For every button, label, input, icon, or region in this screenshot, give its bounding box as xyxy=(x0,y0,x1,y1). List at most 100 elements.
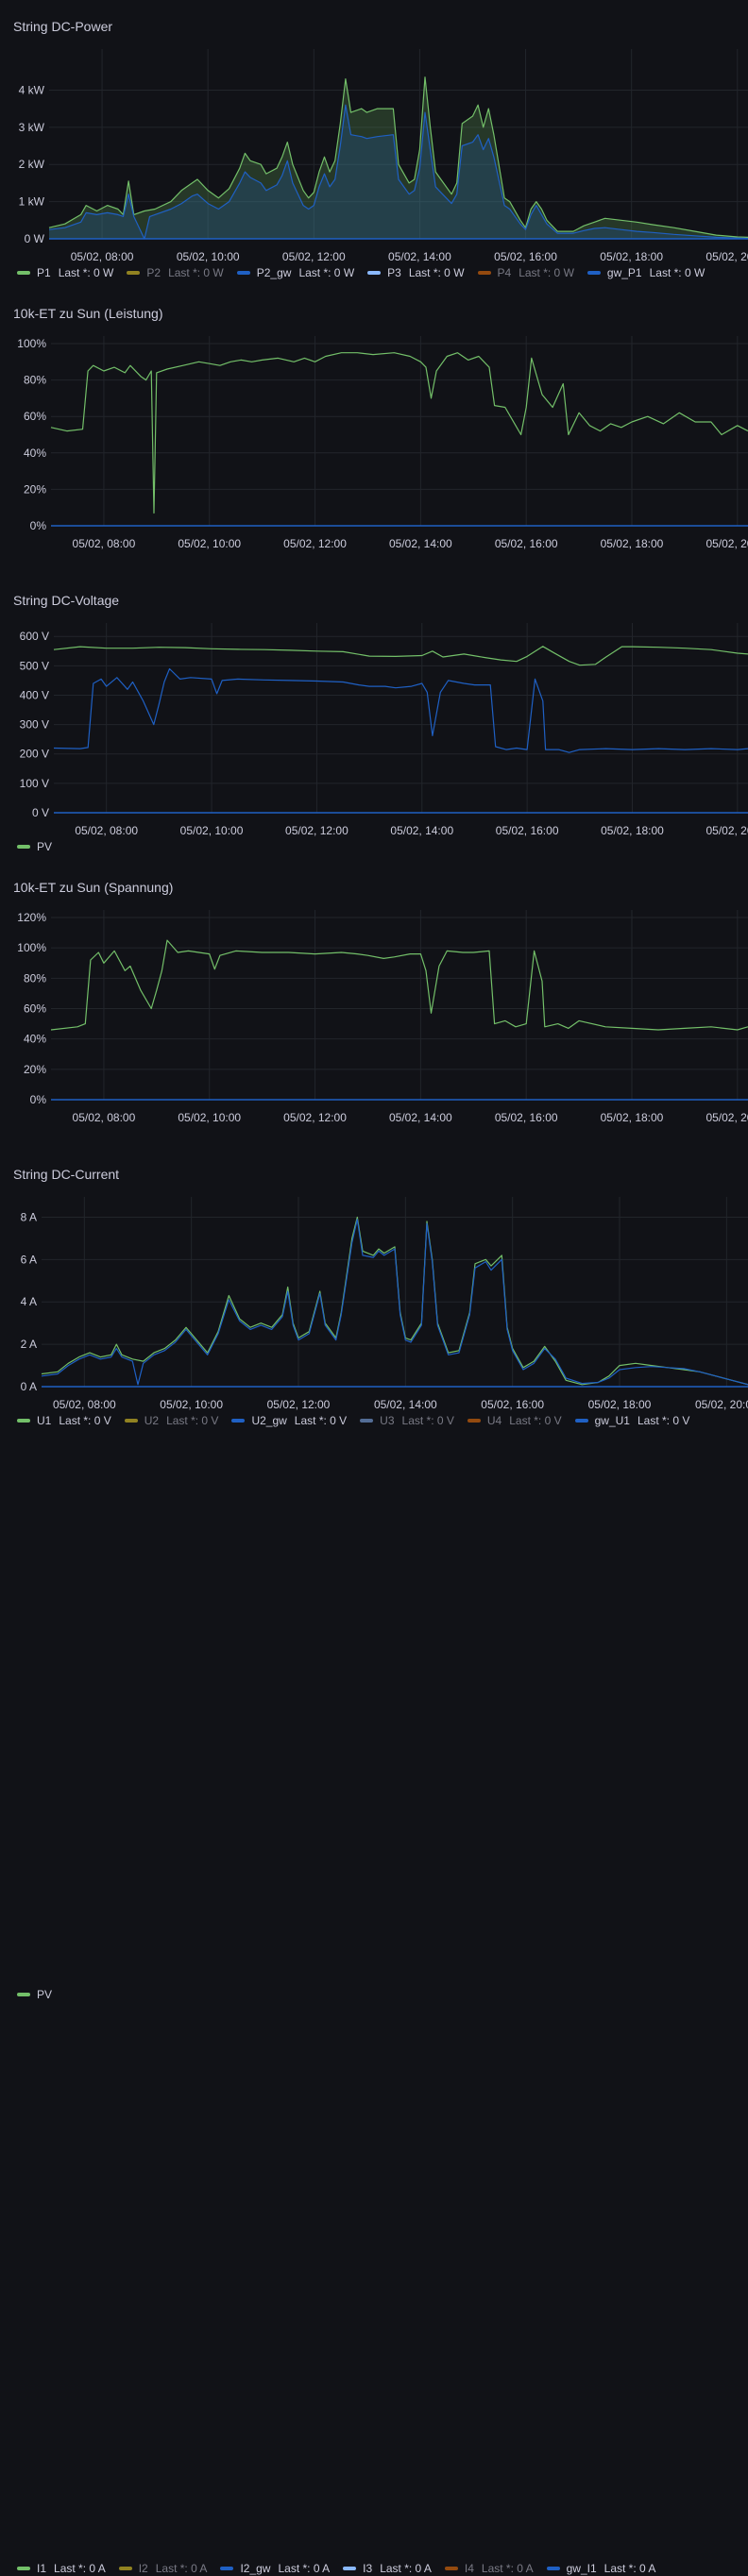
y-tick-label: 0 A xyxy=(21,1380,37,1393)
legend-item-I1[interactable]: I1 Last *: 0 A xyxy=(17,2562,106,2575)
legend-label: PV xyxy=(37,1988,53,2001)
legend-item-U4[interactable]: U4 Last *: 0 V xyxy=(467,1414,562,1427)
legend-swatch xyxy=(477,271,491,275)
legend-label: I3 xyxy=(363,2562,373,2575)
y-tick-label: 0% xyxy=(30,519,47,532)
chart-power[interactable]: 05/02, 08:00 05/02, 10:00 05/02, 12:00 05/0… xyxy=(0,0,748,264)
legend-last-value: Last *: 0 V xyxy=(509,1414,562,1427)
legend-label: U4 xyxy=(486,1414,502,1427)
panel-title: String DC-Current xyxy=(13,1167,120,1182)
legend-swatch xyxy=(586,271,601,275)
y-tick-label: 400 V xyxy=(20,688,49,701)
legend: P1 Last *: 0 W P2 Last *: 0 W P2_gw Last *: 0… xyxy=(17,265,718,280)
y-tick-label: 40% xyxy=(24,446,46,460)
x-tick-label: 05/02, 18:00 xyxy=(601,824,664,837)
panel-leistung: 10k-ET zu Sun (Leistung) 05/02, 08:00 05/… xyxy=(0,287,748,853)
legend-label: I4 xyxy=(464,2562,474,2575)
panel-string-dc-power: String DC-Power 05/02, 08:00 05/02, 10:00… xyxy=(0,0,748,287)
legend-last-value: Last *: 0 W xyxy=(408,266,465,279)
x-tick-label: 05/02, 10:00 xyxy=(160,1398,223,1411)
panel-title: String DC-Power xyxy=(13,19,113,34)
legend-last-value: Last *: 0 A xyxy=(54,2562,106,2575)
chart-spannung[interactable]: 05/02, 08:00 05/02, 10:00 05/02, 12:00 05/0… xyxy=(0,861,748,1125)
legend-item-P4[interactable]: P4 Last *: 0 W xyxy=(477,266,574,279)
legend-item-I2[interactable]: I2 Last *: 0 A xyxy=(118,2562,208,2575)
y-tick-label: 20% xyxy=(24,482,46,496)
legend-label: U1 xyxy=(37,1414,52,1427)
y-tick-label: 500 V xyxy=(20,659,49,672)
legend-item-P2_gw[interactable]: P2_gw Last *: 0 W xyxy=(236,266,355,279)
x-tick-label: 05/02, 18:00 xyxy=(588,1398,652,1411)
legend-item-U2[interactable]: U2 Last *: 0 V xyxy=(124,1414,218,1427)
x-tick-label: 05/02, 12:00 xyxy=(285,824,348,837)
legend: PV xyxy=(17,1987,65,2002)
panel-title: String DC-Voltage xyxy=(13,593,120,608)
legend-item-P2[interactable]: P2 Last *: 0 W xyxy=(127,266,224,279)
legend-item-PV[interactable]: PV xyxy=(17,1988,52,2001)
x-tick-label: 05/02, 20:00 xyxy=(706,537,748,550)
chart-leistung[interactable]: 05/02, 08:00 05/02, 10:00 05/02, 12:00 05/0… xyxy=(0,287,748,551)
legend-item-U3[interactable]: U3 Last *: 0 V xyxy=(360,1414,454,1427)
legend-label: U3 xyxy=(380,1414,395,1427)
y-tick-label: 3 kW xyxy=(19,121,45,134)
legend-last-value: Last *: 0 W xyxy=(298,266,355,279)
legend-item-P3[interactable]: P3 Last *: 0 W xyxy=(367,266,465,279)
x-tick-label: 05/02, 12:00 xyxy=(283,537,347,550)
legend-item-gw_I1[interactable]: gw_I1 Last *: 0 A xyxy=(546,2562,655,2575)
y-tick-label: 4 kW xyxy=(19,83,45,96)
legend-last-value: Last *: 0 A xyxy=(155,2562,208,2575)
legend-item-U2_gw[interactable]: U2_gw Last *: 0 V xyxy=(231,1414,347,1427)
legend-item-gw_P1[interactable]: gw_P1 Last *: 0 W xyxy=(586,266,706,279)
legend-swatch xyxy=(127,271,141,275)
panel-title: 10k-ET zu Sun (Spannung) xyxy=(13,880,174,895)
legend-swatch xyxy=(444,2567,458,2570)
legend-label: gw_I1 xyxy=(566,2562,597,2575)
legend-last-value: Last *: 0 V xyxy=(59,1414,111,1427)
legend-last-value: Last *: 0 V xyxy=(294,1414,348,1427)
legend-item-I4[interactable]: I4 Last *: 0 A xyxy=(444,2562,534,2575)
chart-current[interactable]: 05/02, 08:00 05/02, 10:00 05/02, 12:00 05/0… xyxy=(0,1148,748,1422)
legend-label: U2_gw xyxy=(251,1414,287,1427)
legend-last-value: Last *: 0 A xyxy=(380,2562,432,2575)
legend-label: P2_gw xyxy=(256,266,292,279)
legend-item-U1[interactable]: U1 Last *: 0 V xyxy=(17,1414,111,1427)
legend-label: P2 xyxy=(146,266,162,279)
y-tick-label: 100 V xyxy=(20,777,49,790)
y-tick-label: 6 A xyxy=(21,1253,37,1266)
legend-label: gw_U1 xyxy=(594,1414,630,1427)
legend-item-I3[interactable]: I3 Last *: 0 A xyxy=(343,2562,432,2575)
legend-last-value: Last *: 0 W xyxy=(649,266,706,279)
legend-swatch xyxy=(17,2567,30,2570)
legend-swatch xyxy=(467,1419,481,1423)
legend-item-P1[interactable]: P1 Last *: 0 W xyxy=(17,266,113,279)
x-tick-label: 05/02, 20:00 xyxy=(706,1111,748,1124)
x-tick-label: 05/02, 14:00 xyxy=(389,1111,452,1124)
x-tick-label: 05/02, 14:00 xyxy=(390,824,453,837)
legend-swatch xyxy=(236,271,250,275)
legend-item-PV[interactable]: PV xyxy=(17,840,52,853)
x-tick-label: 05/02, 20:00 xyxy=(706,824,748,837)
y-tick-label: 60% xyxy=(24,410,46,423)
y-tick-label: 300 V xyxy=(20,718,49,732)
legend-swatch xyxy=(124,1419,138,1423)
legend-swatch xyxy=(343,2567,357,2570)
legend-swatch xyxy=(17,845,30,849)
legend-label: P3 xyxy=(387,266,401,279)
x-tick-label: 05/02, 10:00 xyxy=(180,824,244,837)
legend-label: gw_P1 xyxy=(606,266,642,279)
legend-last-value: Last *: 0 W xyxy=(58,266,114,279)
legend: PV xyxy=(17,839,65,854)
legend-label: P4 xyxy=(497,266,512,279)
legend: U1 Last *: 0 V U2 Last *: 0 V U2_gw Last *: 0… xyxy=(17,1413,703,1428)
legend-swatch xyxy=(574,1419,588,1423)
chart-voltage[interactable]: 05/02, 08:00 05/02, 10:00 05/02, 12:00 05/0… xyxy=(0,574,748,838)
legend-item-gw_U1[interactable]: gw_U1 Last *: 0 V xyxy=(574,1414,689,1427)
legend-last-value: Last *: 0 A xyxy=(278,2562,331,2575)
y-tick-label: 80% xyxy=(24,374,46,387)
legend-item-I2_gw[interactable]: I2_gw Last *: 0 A xyxy=(220,2562,330,2575)
x-tick-label: 05/02, 08:00 xyxy=(75,824,138,837)
series-line-I2_gw xyxy=(41,1219,748,1386)
x-tick-label: 05/02, 10:00 xyxy=(178,537,241,550)
legend-label: I2_gw xyxy=(240,2562,271,2575)
series-line-U1 xyxy=(53,646,748,666)
